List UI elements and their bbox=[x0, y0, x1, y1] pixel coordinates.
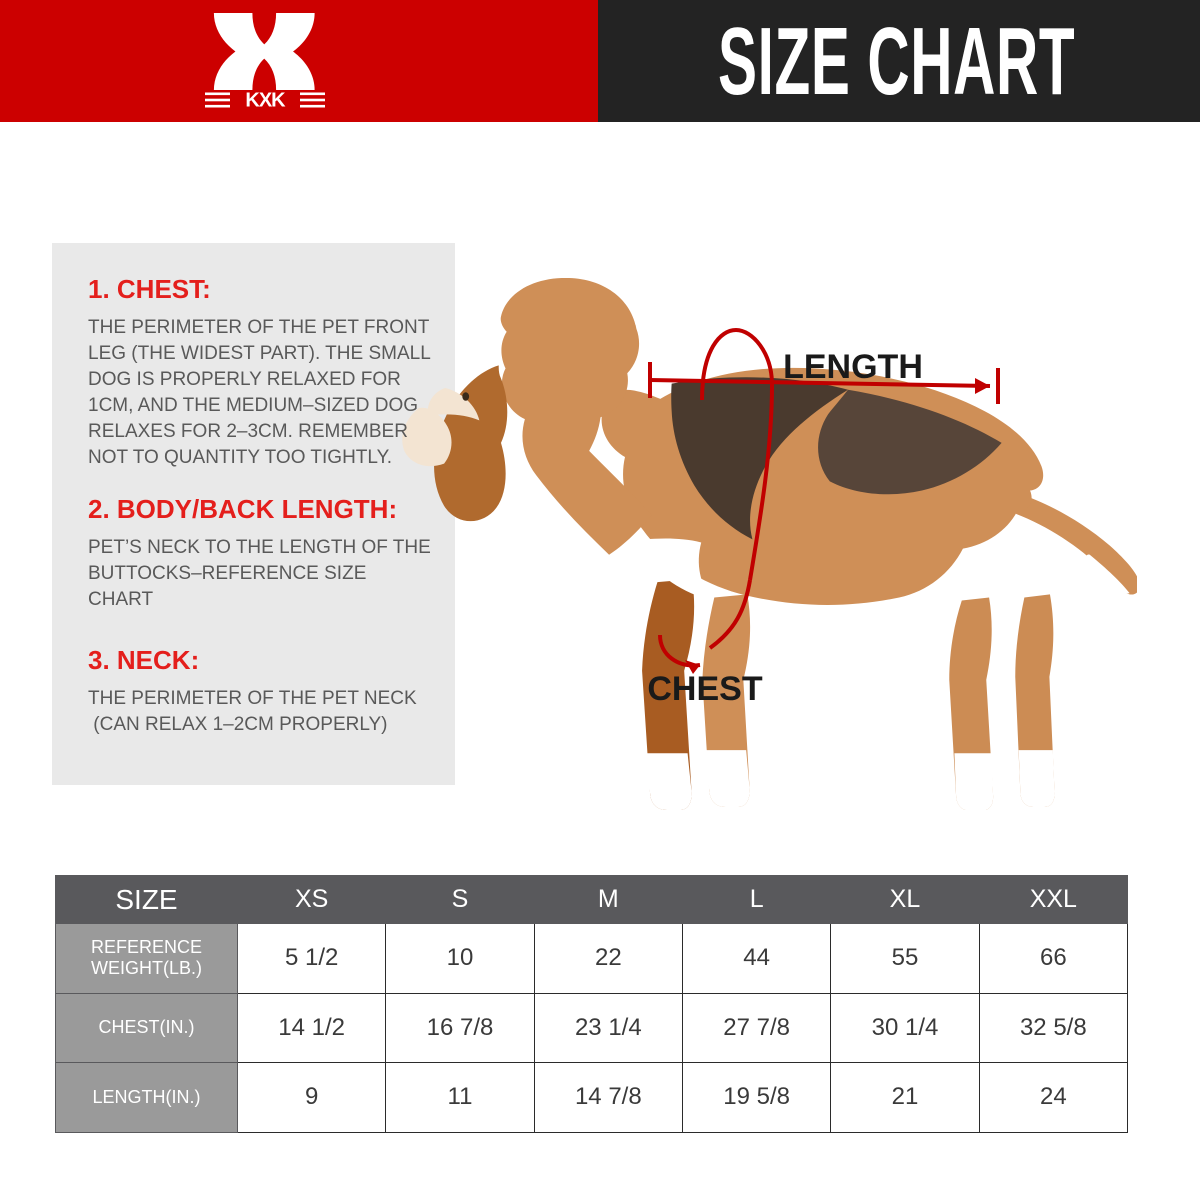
svg-text:LENGTH: LENGTH bbox=[783, 348, 923, 386]
svg-text:CHEST: CHEST bbox=[647, 670, 762, 708]
